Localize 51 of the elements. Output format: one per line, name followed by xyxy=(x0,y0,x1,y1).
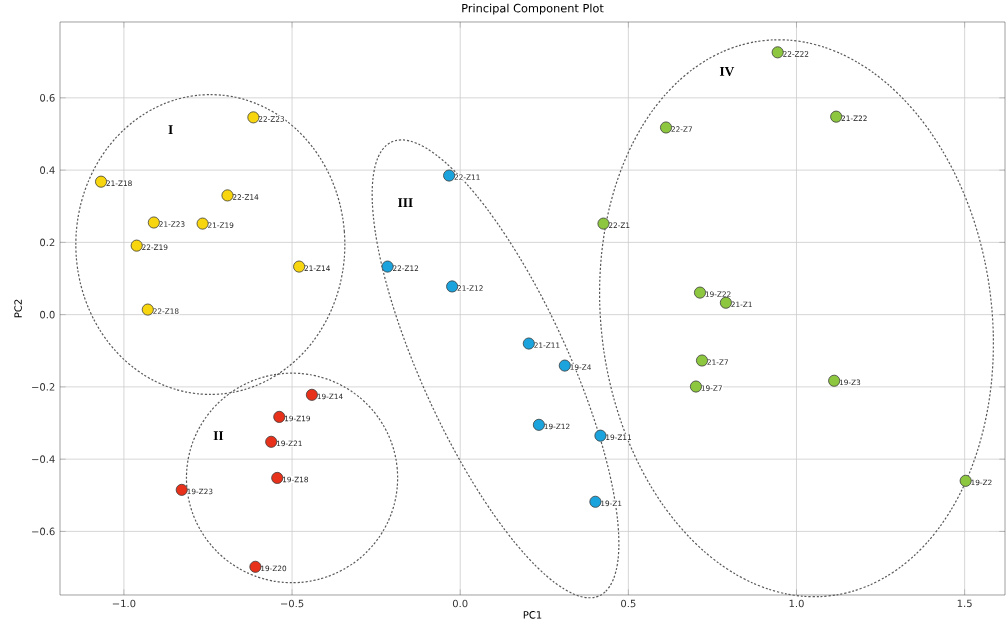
point xyxy=(95,175,108,188)
point xyxy=(959,474,972,487)
x-axis-title: PC1 xyxy=(523,611,542,619)
point xyxy=(130,239,143,252)
point xyxy=(532,418,545,431)
x-tick-label: 0.5 xyxy=(621,599,636,608)
point xyxy=(696,354,708,367)
annotation: I xyxy=(168,125,173,135)
annotation: III xyxy=(398,198,413,207)
point xyxy=(271,471,284,484)
annotation: II xyxy=(213,431,224,441)
point xyxy=(828,374,841,387)
point xyxy=(558,359,571,372)
point xyxy=(597,217,610,230)
point xyxy=(660,121,673,134)
point xyxy=(446,280,459,293)
point xyxy=(305,388,318,401)
y-tick-label: 0.6 xyxy=(40,94,55,102)
point xyxy=(589,495,602,508)
x-tick-label: −0.5 xyxy=(280,599,304,608)
point xyxy=(147,216,160,229)
point xyxy=(249,560,262,573)
point xyxy=(175,483,188,496)
point xyxy=(141,303,154,316)
point xyxy=(689,380,702,393)
y-tick-label: 0.4 xyxy=(40,166,55,174)
x-tick-label: 1.0 xyxy=(789,599,804,608)
point xyxy=(293,260,306,273)
point xyxy=(771,46,784,59)
point xyxy=(381,260,394,273)
y-tick-label: −0.2 xyxy=(32,383,55,391)
y-tick-label: 0.2 xyxy=(40,238,55,247)
point xyxy=(221,189,234,202)
y-tick-label: −0.4 xyxy=(32,455,55,463)
point xyxy=(265,435,278,448)
y-axis-title: PC2 xyxy=(14,299,22,318)
y-tick-label: 0.0 xyxy=(40,310,55,319)
point xyxy=(830,110,843,123)
point xyxy=(522,337,535,350)
x-tick-label: 0.0 xyxy=(452,599,468,608)
point xyxy=(594,429,607,442)
x-tick-label: 1.5 xyxy=(957,599,972,608)
y-tick-label: −0.6 xyxy=(32,527,55,536)
x-tick-label: −1.0 xyxy=(112,599,136,608)
point xyxy=(247,111,260,124)
point xyxy=(196,217,209,230)
point xyxy=(443,169,456,182)
chart-title: Principal Component Plot xyxy=(462,3,604,15)
point xyxy=(273,410,286,423)
annotation: IV xyxy=(719,67,735,76)
point xyxy=(693,286,706,299)
